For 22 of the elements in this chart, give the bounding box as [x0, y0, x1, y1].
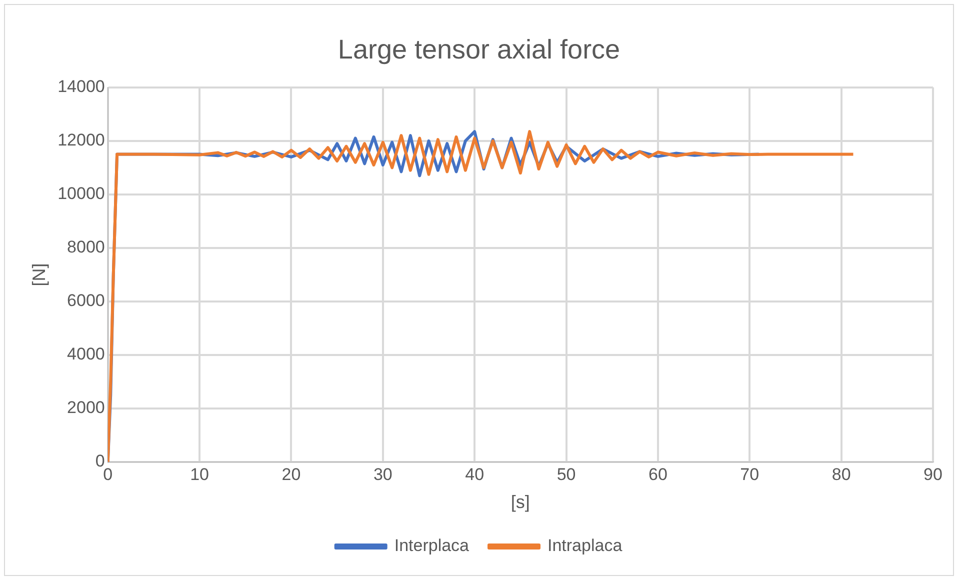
y-tick-label: 14000: [58, 77, 105, 96]
chart-title: Large tensor axial force: [338, 34, 620, 65]
x-axis-title: [s]: [510, 492, 530, 512]
x-tick-label: 90: [924, 464, 942, 484]
y-tick-label: 12000: [58, 130, 105, 150]
x-tick-label: 10: [190, 464, 210, 484]
y-tick-label: 2000: [67, 398, 105, 418]
y-tick-label: 10000: [58, 184, 105, 204]
legend-label: Interplaca: [394, 536, 470, 556]
x-tick-label: 50: [556, 464, 576, 484]
y-tick-label: 6000: [67, 291, 105, 310]
x-tick-label: 70: [740, 464, 760, 484]
x-tick-label: 40: [465, 464, 484, 484]
x-tick-label: 20: [282, 464, 301, 484]
x-tick-label: 30: [373, 464, 392, 484]
y-tick-label: 4000: [67, 344, 105, 364]
x-tick-label: 80: [832, 464, 851, 484]
y-tick-label: 8000: [67, 238, 105, 257]
legend-label: Intraplaca: [548, 536, 623, 556]
y-axis-title: [N]: [28, 263, 49, 286]
x-tick-label: 60: [648, 464, 668, 484]
y-tick-label: 0: [95, 452, 105, 471]
